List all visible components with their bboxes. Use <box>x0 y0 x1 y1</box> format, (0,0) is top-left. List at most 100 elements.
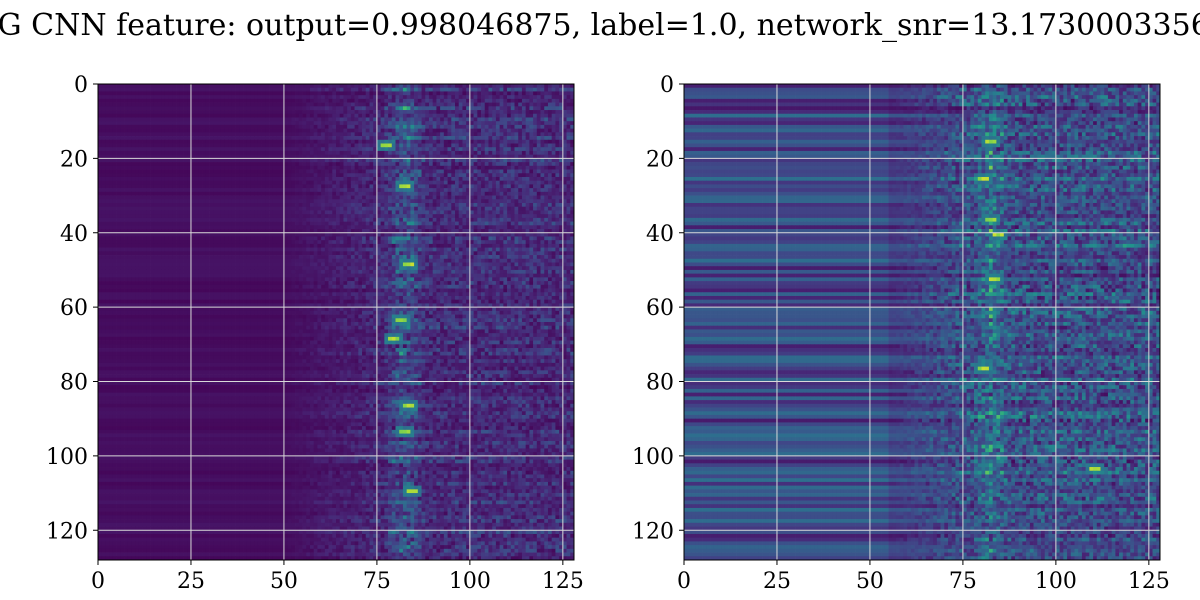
heatmap-cell <box>336 154 341 159</box>
heatmap-cell <box>217 147 222 152</box>
heatmap-cell <box>138 128 143 133</box>
heatmap-cell <box>153 113 158 118</box>
heatmap-cell <box>477 113 482 118</box>
heatmap-cell <box>362 121 367 126</box>
heatmap-cell <box>138 110 143 115</box>
heatmap-cell <box>146 154 151 159</box>
heatmap-cell <box>365 87 370 92</box>
heatmap-cell <box>228 91 233 96</box>
heatmap-cell <box>510 158 515 163</box>
heatmap-cell <box>283 102 289 107</box>
heatmap-cell <box>358 113 363 118</box>
heatmap-cell <box>124 98 129 103</box>
heatmap-cell <box>228 84 233 89</box>
heatmap-cell <box>458 225 463 230</box>
heatmap-cell <box>306 214 311 219</box>
heatmap-cell <box>224 173 229 178</box>
heatmap-cell <box>179 124 184 129</box>
heatmap-cell <box>324 87 329 92</box>
heatmap-cell <box>347 143 352 148</box>
heatmap-cell <box>261 165 266 170</box>
heatmap-cell <box>261 106 266 111</box>
heatmap-cell <box>235 165 240 170</box>
heatmap-cell <box>101 102 106 107</box>
heatmap-cell <box>421 210 426 215</box>
heatmap-cell <box>551 217 556 222</box>
heatmap-cell <box>105 188 110 193</box>
heatmap-cell <box>124 128 129 133</box>
heatmap-cell <box>157 180 162 185</box>
heatmap-cell <box>447 165 452 170</box>
heatmap-cell <box>324 225 329 230</box>
heatmap-cell <box>246 154 251 159</box>
heatmap-cell <box>551 110 556 115</box>
heatmap-cell <box>354 191 359 196</box>
heatmap-cell <box>269 165 274 170</box>
heatmap-cell <box>562 128 567 133</box>
heatmap-cell <box>332 173 337 178</box>
heatmap-cell <box>321 214 326 219</box>
heatmap-cell <box>105 191 110 196</box>
heatmap-cell <box>116 176 121 182</box>
heatmap-cell <box>373 106 378 111</box>
heatmap-cell <box>332 203 337 208</box>
heatmap-cell <box>124 110 129 115</box>
heatmap-cell <box>365 206 370 211</box>
heatmap-cell <box>373 191 378 196</box>
heatmap-cell <box>291 87 296 92</box>
heatmap-cell <box>440 188 445 193</box>
heatmap-cell <box>406 150 411 156</box>
heatmap-cell <box>164 124 170 129</box>
heatmap-cell <box>98 191 103 196</box>
heatmap-cell <box>105 165 110 170</box>
heatmap-cell <box>164 180 170 185</box>
heatmap-cell <box>298 203 303 208</box>
heatmap-cell <box>198 124 203 129</box>
heatmap-cell <box>507 139 512 144</box>
heatmap-cell <box>369 95 374 100</box>
heatmap-cell <box>350 139 355 144</box>
heatmap-cell <box>283 98 289 103</box>
heatmap-cell <box>391 147 396 152</box>
heatmap-cell <box>339 113 344 118</box>
heatmap-cell <box>116 180 121 185</box>
heatmap-cell <box>217 113 222 118</box>
heatmap-cell <box>150 139 155 144</box>
heatmap-cell <box>153 158 158 163</box>
heatmap-cell <box>566 217 571 222</box>
heatmap-cell <box>161 176 166 182</box>
heatmap-cell <box>302 217 307 222</box>
heatmap-cell <box>116 98 121 103</box>
heatmap-cell <box>347 84 352 89</box>
heatmap-cell <box>562 98 567 103</box>
heatmap-cell <box>202 139 207 144</box>
heatmap-cell <box>570 191 575 196</box>
heatmap-cell <box>224 184 229 189</box>
heatmap-cell <box>190 139 196 144</box>
heatmap-cell <box>458 124 463 129</box>
heatmap-cell <box>533 191 538 196</box>
heatmap-cell <box>101 176 106 182</box>
heatmap-cell <box>276 180 281 185</box>
heatmap-cell <box>499 176 504 182</box>
heatmap-cell <box>283 169 289 174</box>
heatmap-cell <box>309 147 315 152</box>
heatmap-cell <box>198 199 203 204</box>
heatmap-cell <box>414 195 419 200</box>
heatmap-cell <box>205 203 210 208</box>
heatmap-cell <box>428 169 434 174</box>
heatmap-cell <box>153 188 158 193</box>
heatmap-cell <box>138 113 143 118</box>
heatmap-cell <box>544 117 549 122</box>
heatmap-cell <box>495 169 500 174</box>
heatmap-cell <box>354 136 359 141</box>
heatmap-cell <box>503 165 508 170</box>
heatmap-cell <box>358 117 363 122</box>
heatmap-cell <box>239 139 244 144</box>
heatmap-cell <box>209 162 214 167</box>
heatmap-cell <box>283 121 289 126</box>
heatmap-cell <box>495 199 500 204</box>
heatmap-cell <box>321 147 326 152</box>
heatmap-cell <box>146 113 151 118</box>
heatmap-cell <box>269 110 274 115</box>
